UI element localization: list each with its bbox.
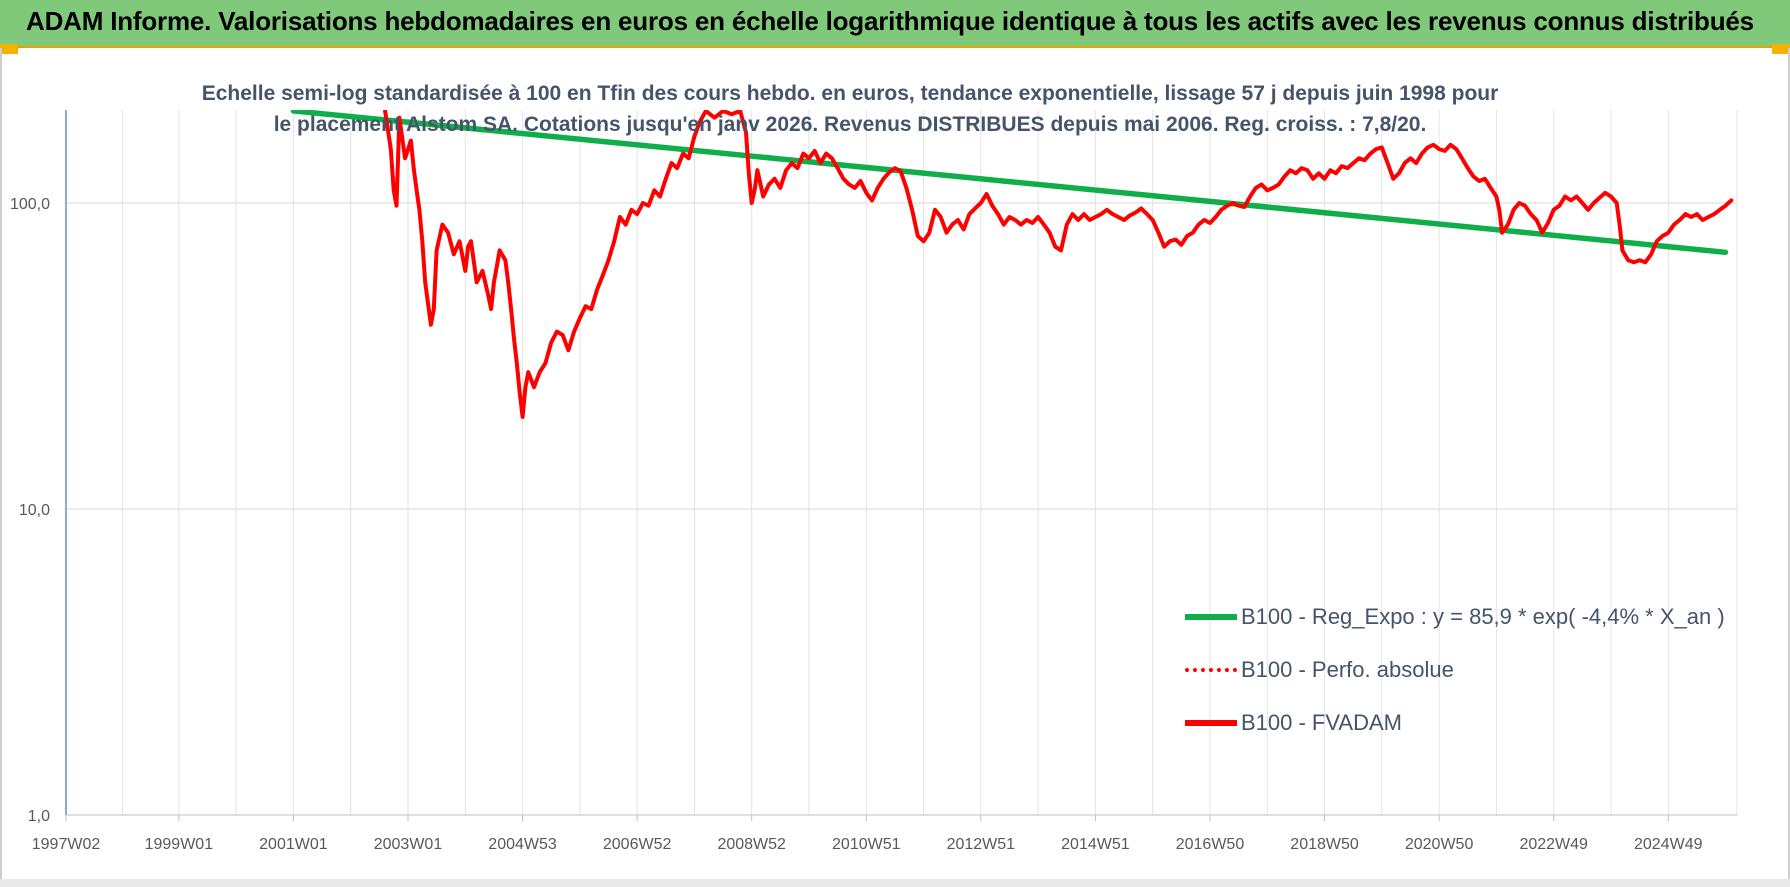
legend-swatch-trend [1185,613,1237,620]
x-tick-label: 2014W51 [1061,836,1130,853]
legend-swatch-fvadam [1185,719,1237,726]
trend-line [290,110,1729,256]
legend-item-absolute: B100 - Perfo. absolue [1185,643,1725,696]
y-tick-label: 100,0 [10,196,50,213]
header-banner: ADAM Informe. Valorisations hebdomadaire… [0,0,1790,48]
legend-swatch-absolute [1185,667,1237,672]
x-tick-label: 1999W01 [145,836,214,853]
x-tick-label: 2016W50 [1176,836,1245,853]
legend: B100 - Reg_Expo : y = 85,9 * exp( -4,4% … [1185,590,1725,749]
chart-frame [0,48,1790,887]
corner-marker-right [1772,44,1790,54]
fvadam-line [383,110,1734,419]
page-title: ADAM Informe. Valorisations hebdomadaire… [26,6,1754,36]
x-tick-label: 2020W50 [1405,836,1474,853]
x-tick-label: 2022W49 [1519,836,1588,853]
legend-item-fvadam: B100 - FVADAM [1185,696,1725,749]
bottom-strip [0,879,1790,887]
x-tick-label: 2008W52 [717,836,786,853]
legend-label-trend: B100 - Reg_Expo : y = 85,9 * exp( -4,4% … [1241,603,1725,629]
x-tick-label: 2006W52 [603,836,672,853]
series-layer [290,110,1734,419]
x-tick-label: 2018W50 [1290,836,1359,853]
legend-item-trend: B100 - Reg_Expo : y = 85,9 * exp( -4,4% … [1185,590,1725,643]
legend-label-fvadam: B100 - FVADAM [1241,709,1402,735]
legend-label-absolute: B100 - Perfo. absolue [1241,656,1454,682]
y-tick-label: 10,0 [19,502,50,519]
x-tick-label: 2004W53 [488,836,557,853]
x-tick-label: 2024W49 [1634,836,1703,853]
corner-marker-left [0,44,18,54]
x-tick-label: 1997W02 [32,836,101,853]
axes [65,110,1737,821]
x-tick-label: 2001W01 [259,836,328,853]
x-tick-label: 2012W51 [947,836,1016,853]
tick-labels: 1,0 10,0 100,0 1997W02 1999W01 2001W01 2003W01… [10,196,1703,853]
x-tick-label: 2003W01 [374,836,443,853]
y-tick-label: 1,0 [28,808,50,825]
x-tick-label: 2010W51 [832,836,901,853]
